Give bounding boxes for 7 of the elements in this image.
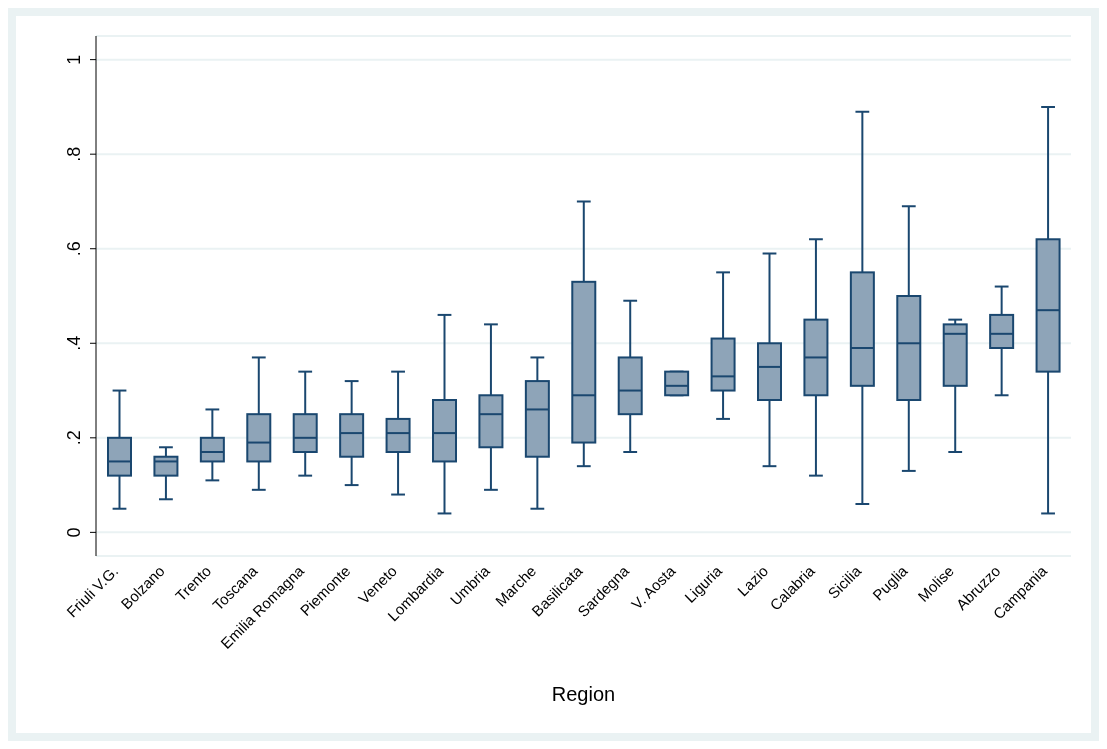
y-tick-label: .4 xyxy=(64,335,84,351)
y-tick-label: .8 xyxy=(64,146,84,162)
y-tick-label: .6 xyxy=(64,241,84,257)
y-tick-label: 0 xyxy=(64,527,84,538)
y-tick-label: 1 xyxy=(64,54,84,65)
x-axis-title: Region xyxy=(551,683,616,705)
y-tick-label: .2 xyxy=(64,430,84,446)
